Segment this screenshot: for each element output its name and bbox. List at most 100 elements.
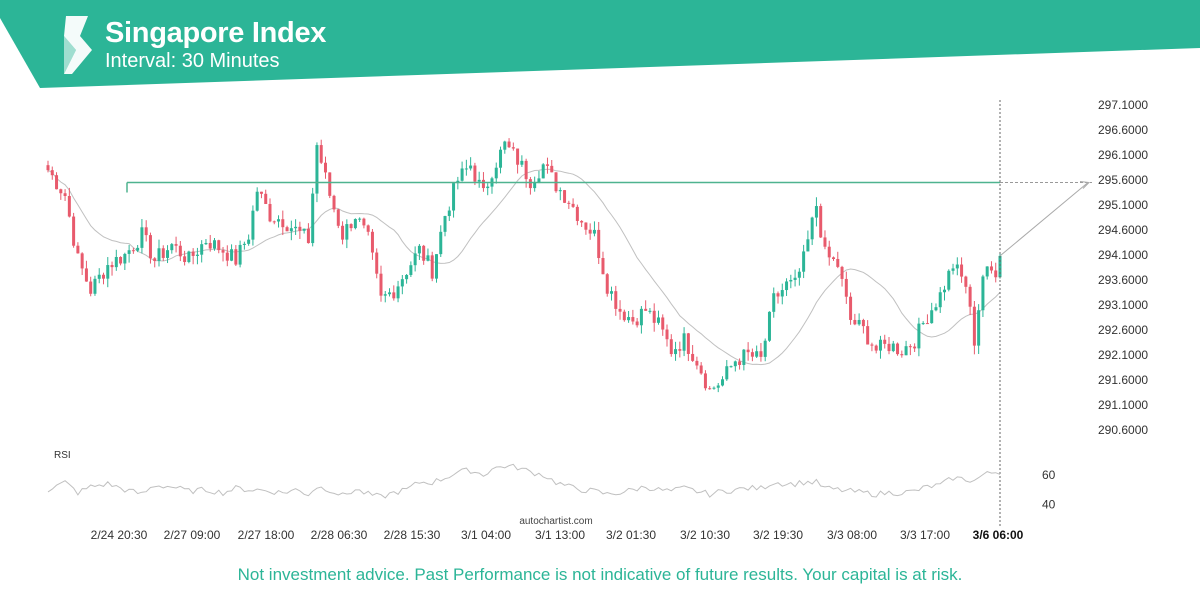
candle-body (682, 333, 686, 351)
forecast-arrowhead (1079, 181, 1091, 189)
candle-body (849, 296, 853, 320)
candle-body (627, 317, 631, 321)
candle-body (614, 291, 618, 309)
candle-body (661, 317, 665, 330)
candle-body (341, 225, 345, 240)
candle-body (955, 264, 959, 269)
candle-body (434, 254, 438, 279)
rsi-panel: 60 40 (47, 463, 1056, 512)
candle-body (814, 206, 818, 218)
candle-body (345, 224, 349, 240)
candle-body (110, 265, 114, 268)
candle-body (622, 311, 626, 321)
candle-body (221, 250, 225, 253)
candle-body (409, 265, 413, 275)
candle-body (315, 145, 319, 194)
candle-body (810, 217, 814, 240)
candle-body (567, 202, 571, 204)
candle-body (277, 219, 281, 222)
candle-body (605, 274, 609, 294)
candle-body (652, 310, 656, 323)
candle-body (370, 231, 374, 253)
y-tick-label: 295.1000 (1098, 198, 1148, 212)
candle-body (913, 346, 917, 349)
candle-body (520, 160, 524, 165)
candle-body (208, 242, 212, 249)
candle-body (819, 206, 823, 238)
y-tick-label: 296.1000 (1098, 148, 1148, 162)
candle-body (755, 351, 759, 357)
candle-body (289, 228, 293, 232)
candle-body (443, 216, 447, 232)
candle-body (63, 193, 67, 196)
candle-body (857, 319, 861, 325)
candle-body (674, 349, 678, 355)
candle-body (750, 352, 754, 357)
candle-body (989, 266, 993, 271)
candle-body (772, 293, 776, 312)
candle-body (238, 244, 242, 265)
candle-body (780, 290, 784, 297)
candle-body (59, 189, 63, 194)
candle-body (191, 251, 195, 256)
moving-average-line (47, 168, 1001, 366)
candle-body (242, 243, 246, 245)
candle-body (55, 175, 59, 190)
candle-body (981, 276, 985, 311)
x-tick-label: 3/6 06:00 (973, 528, 1024, 542)
candle-body (144, 227, 148, 236)
candle-body (511, 147, 515, 149)
candle-body (631, 317, 635, 322)
candle-body (712, 387, 716, 389)
candle-body (964, 276, 968, 287)
candle-body (76, 245, 80, 254)
x-tick-label: 3/2 10:30 (680, 528, 730, 542)
rsi-tick-label: 40 (1042, 498, 1056, 512)
candle-body (413, 253, 417, 266)
candle-body (571, 203, 575, 207)
candle-body (311, 193, 315, 244)
candle-body (639, 308, 643, 326)
candle-body (793, 277, 797, 280)
y-tick-label: 290.6000 (1098, 423, 1148, 437)
candle-body (417, 245, 421, 254)
candle-body (789, 279, 793, 282)
candle-body (187, 251, 191, 263)
candle-body (908, 346, 912, 348)
candle-body (422, 245, 426, 261)
candle-body (575, 206, 579, 221)
candle-body (896, 343, 900, 355)
candle-body (695, 360, 699, 366)
rsi-line (47, 463, 1001, 499)
candle-body (729, 366, 733, 368)
candle-body (503, 141, 507, 150)
candle-body (140, 227, 144, 248)
candle-body (644, 308, 648, 311)
candle-body (106, 265, 110, 279)
candle-body (823, 237, 827, 247)
candle-body (170, 244, 174, 251)
candle-body (776, 293, 780, 297)
candle-body (460, 168, 464, 181)
candle-body (994, 270, 998, 278)
candle-body (550, 165, 554, 173)
candle-body (178, 245, 182, 257)
candle-body (405, 274, 409, 280)
forecast-arrow (999, 182, 1089, 257)
y-tick-label: 291.6000 (1098, 373, 1148, 387)
disclaimer: Not investment advice. Past Performance … (237, 565, 963, 584)
rsi-label: RSI (54, 450, 71, 461)
candle-body (703, 373, 707, 389)
candle-body (80, 253, 84, 269)
candle-body (874, 345, 878, 351)
x-tick-label: 3/1 04:00 (461, 528, 511, 542)
candle-body (840, 266, 844, 279)
candle-body (114, 256, 118, 268)
candle-body (998, 255, 1002, 278)
candle-body (268, 203, 272, 222)
candle-body (738, 361, 742, 365)
x-tick-label: 3/2 01:30 (606, 528, 656, 542)
candle-body (93, 278, 97, 294)
candle-body (533, 182, 537, 189)
